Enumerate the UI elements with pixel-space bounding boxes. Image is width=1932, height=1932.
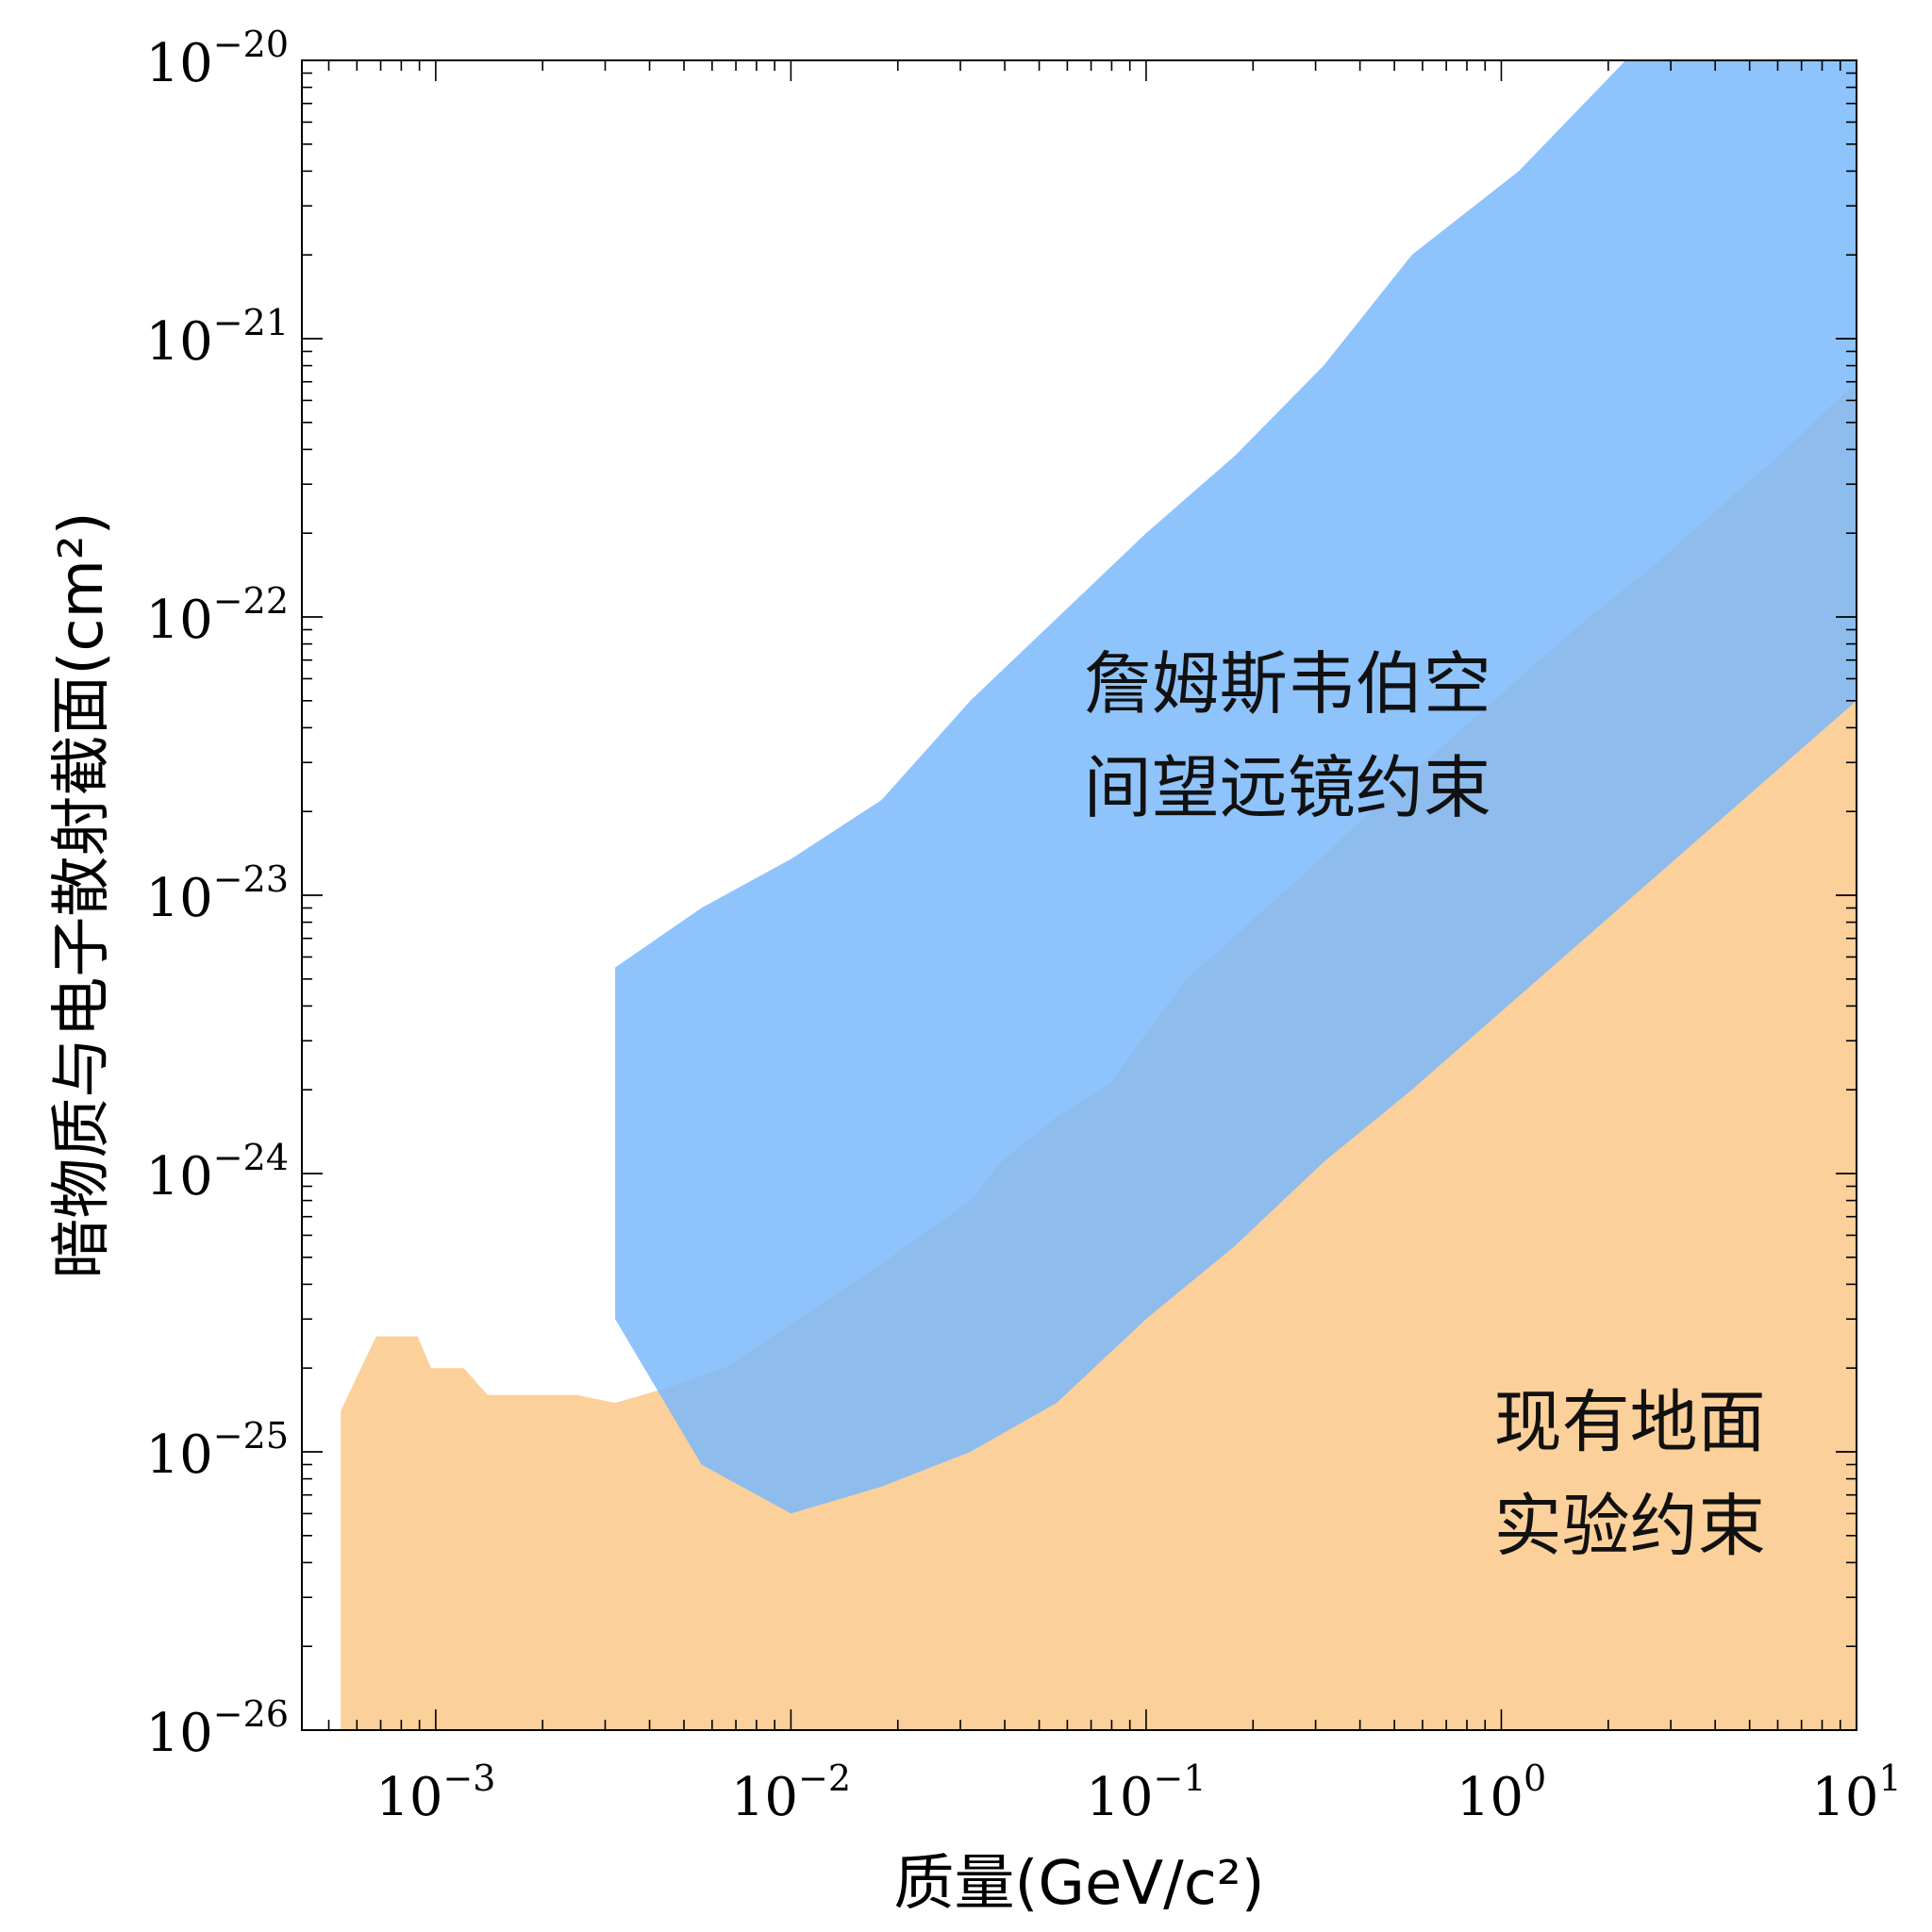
region-label-0-line-1: 实验约束 xyxy=(1494,1487,1766,1566)
x-tick-label: 10−1 xyxy=(1086,1757,1206,1828)
region-label-1-line-0: 詹姆斯韦伯空 xyxy=(1084,644,1491,724)
region-label-0-line-0: 现有地面 xyxy=(1494,1383,1766,1462)
x-axis-title: 质量(GeV/c²) xyxy=(893,1849,1264,1919)
ticks xyxy=(302,59,1857,1731)
x-tick-label: 100 xyxy=(1457,1757,1546,1828)
x-tick-label: 10−3 xyxy=(375,1757,495,1828)
y-tick-label: 10−23 xyxy=(146,858,289,929)
y-tick-label: 10−25 xyxy=(146,1415,289,1486)
y-tick-label: 10−26 xyxy=(146,1693,289,1764)
region-label-1-line-1: 间望远镜约束 xyxy=(1084,748,1491,827)
y-tick-label: 10−20 xyxy=(146,24,289,94)
tick-labels: 10−3 10−2 10−1 100 101 10−26 10−25 10−24 10−23 10… xyxy=(146,24,1902,1828)
x-tick-label: 10−2 xyxy=(731,1757,851,1828)
y-tick-label: 10−24 xyxy=(146,1137,289,1208)
regions xyxy=(341,60,1857,1731)
region-series-1 xyxy=(615,60,1857,1514)
x-tick-label: 101 xyxy=(1811,1757,1901,1828)
y-tick-label: 10−22 xyxy=(146,580,289,651)
y-tick-label: 10−21 xyxy=(146,302,289,373)
y-axis-title: 暗物质与电子散射截面(cm²) xyxy=(47,511,117,1278)
